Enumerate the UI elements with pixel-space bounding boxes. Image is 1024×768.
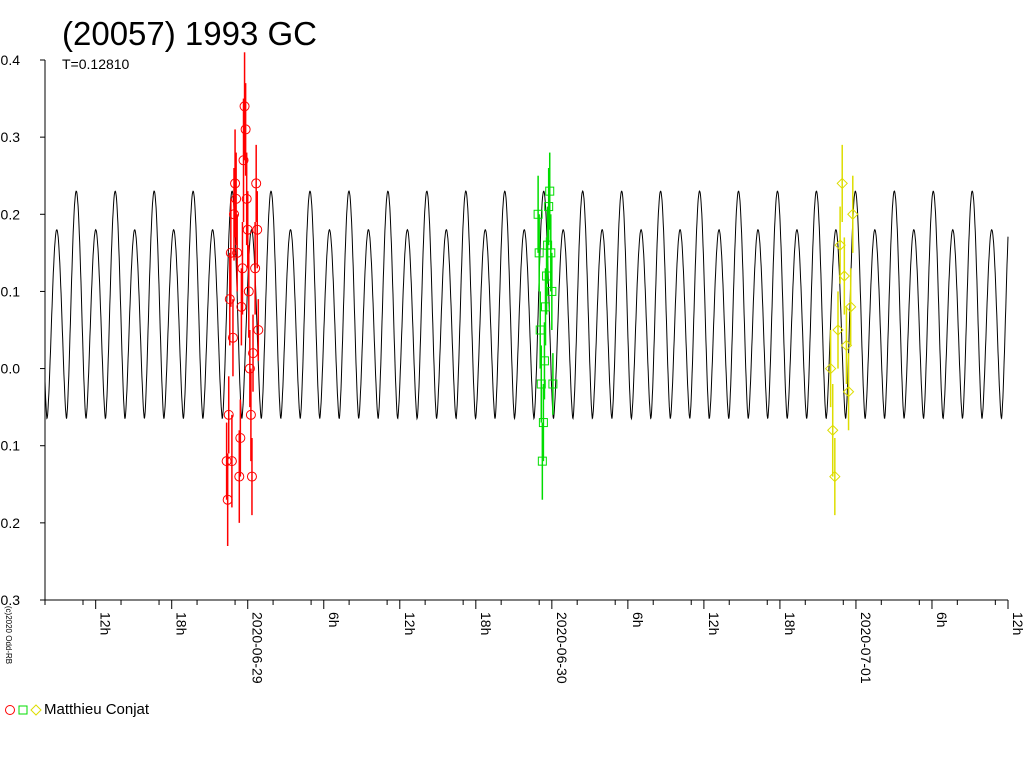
series-1 [221,52,264,546]
x-tick-label: 2020-06-30 [554,612,570,684]
data-point [240,124,251,135]
data-point [534,248,544,258]
data-point [244,363,255,374]
y-tick-label: 0.1 [1,438,21,454]
data-point [252,224,263,235]
data-point [251,178,262,189]
data-point [250,263,261,274]
data-point [242,224,253,235]
data-point [227,332,238,343]
data-point [834,239,846,251]
data-point [541,302,551,312]
data-point [545,186,555,196]
data-point [248,348,259,359]
data-point [221,456,232,467]
data-point [539,356,549,366]
legend-symbols-icon [5,704,42,716]
x-ticks-layer: 12h 18h 2020-06-29 6h 12h 18h 2020-06-30 6h 12h 1… [44,600,1024,684]
data-point [836,177,848,190]
legend-diamond-icon [30,704,42,716]
data-point [234,471,245,482]
y-tick-label: 0.2 [1,515,21,531]
data-point [824,362,837,375]
series-2 [533,152,558,500]
x-tick-label: 6h [630,612,646,628]
model-curve-layer [44,190,1009,421]
data-point [237,263,248,274]
chart-title: (20057) 1993 GC [62,15,317,52]
y-tick-label: -0.1 [0,283,20,299]
data-point [538,418,548,428]
y-tick-label: 0.3 [1,592,21,608]
data-point [224,294,235,305]
x-tick-label: 18h [478,612,494,635]
x-tick-label: 6h [934,612,950,628]
data-point [533,209,543,219]
data-point [226,456,237,467]
data-point [232,247,243,258]
x-tick-label: 12h [98,612,114,635]
data-point [847,208,859,220]
model-curve-line [44,190,1009,421]
x-tick-label: 18h [174,612,190,635]
axes-layer [44,60,1008,601]
legend-circle-icon [5,705,15,715]
data-point [246,471,257,482]
data-point [230,178,241,189]
period-label: T=0.12810 [62,56,130,72]
x-tick-label: 18h [782,612,798,635]
data-point [842,386,855,398]
y-tick-label: -0.3 [0,129,20,145]
y-tick-label: -0.4 [0,52,20,68]
y-tick-label: 0.0 [1,361,21,377]
data-point [827,424,839,436]
x-tick-label: 2020-06-29 [250,612,266,684]
x-tick-label: 2020-07-01 [858,612,874,684]
x-tick-label: 6h [326,612,342,628]
data-point [253,325,264,335]
data-point [838,270,851,282]
data-point [536,379,546,389]
data-point [832,324,844,336]
data-point [537,456,547,466]
data-point [241,193,252,204]
data-point [243,286,254,297]
data-point [544,202,554,212]
data-point [229,209,240,220]
data-point [829,470,841,483]
data-point [548,379,558,389]
data-point [238,155,249,166]
credit-text: (c)2020 Odd-RB [4,605,13,665]
series-3 [824,144,859,516]
data-point [547,286,557,296]
data-point [225,247,236,258]
legend: Matthieu Conjat [4,699,149,719]
data-point [231,193,242,204]
data-point [236,301,247,312]
data-point [239,101,250,112]
data-point [245,409,256,420]
legend-square-icon [18,705,28,715]
x-tick-label: 12h [1010,612,1024,635]
data-points-layer [221,52,859,546]
data-point [235,433,246,443]
x-tick-label: 12h [706,612,722,635]
data-point [840,339,853,352]
y-ticks-layer: -0.4 -0.3 -0.2 -0.1 0.0 0.1 0.2 0.3 [0,52,45,608]
data-point [546,248,556,258]
data-point [223,409,234,420]
y-tick-label: -0.2 [0,206,20,222]
legend-observer-name: Matthieu Conjat [44,700,150,718]
data-point [844,301,857,313]
x-tick-label: 12h [402,612,418,635]
